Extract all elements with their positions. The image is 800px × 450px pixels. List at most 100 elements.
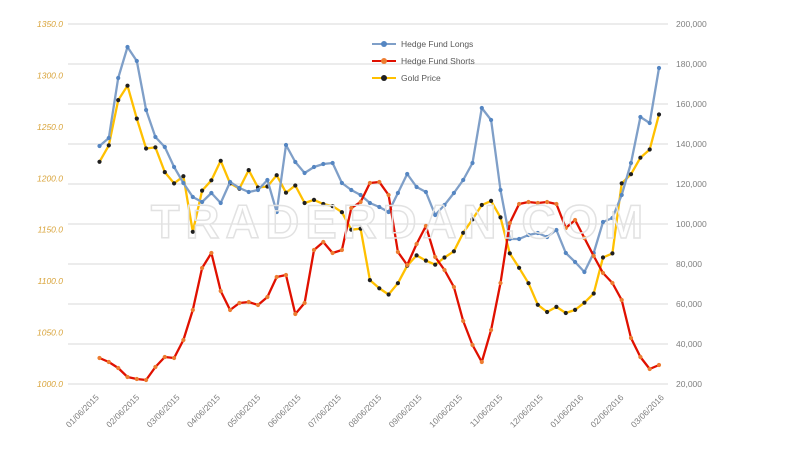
left-axis-tick-label: 1150.0	[38, 225, 64, 235]
data-point-marker	[647, 366, 652, 372]
series-line-gold-price	[98, 84, 661, 315]
data-point-marker	[172, 355, 177, 361]
x-axis-tick-label: 11/06/2015	[468, 392, 505, 429]
data-point-marker	[656, 362, 662, 368]
data-point-marker	[330, 160, 335, 166]
data-point-marker	[293, 311, 298, 317]
data-point-marker	[451, 284, 456, 290]
legend-label: Hedge Fund Longs	[401, 39, 474, 49]
data-point-marker	[339, 210, 344, 215]
data-point-marker	[106, 359, 111, 365]
data-point-marker	[106, 135, 111, 141]
data-point-marker	[246, 299, 251, 305]
data-point-marker	[507, 220, 512, 226]
data-point-marker	[377, 204, 382, 210]
data-point-marker	[479, 105, 484, 111]
data-point-marker	[526, 199, 531, 205]
data-point-marker	[162, 354, 167, 360]
data-point-marker	[349, 205, 354, 211]
data-point-marker	[153, 134, 158, 140]
left-axis-tick-label: 1200.0	[37, 173, 63, 183]
data-point-marker	[144, 146, 149, 151]
data-point-marker	[302, 170, 307, 176]
data-point-marker	[209, 250, 214, 256]
data-point-marker	[237, 300, 242, 306]
x-axis-tick-label: 03/06/2015	[144, 392, 181, 429]
data-point-marker	[638, 155, 643, 160]
data-point-marker	[293, 183, 298, 188]
series-line-hedge-fund-shorts	[98, 180, 661, 382]
x-axis-tick-label: 02/06/2015	[104, 392, 141, 429]
data-point-marker	[498, 215, 503, 220]
data-point-marker	[246, 189, 251, 195]
data-point-marker	[563, 310, 568, 316]
data-point-marker	[162, 144, 167, 150]
data-point-marker	[461, 177, 466, 183]
data-point-marker	[619, 192, 624, 198]
data-point-marker	[423, 223, 428, 229]
left-axis-tick-label: 1100.0	[38, 276, 64, 286]
data-point-marker	[255, 187, 261, 193]
data-point-marker	[106, 143, 111, 148]
data-point-marker	[200, 188, 205, 193]
data-point-marker	[125, 44, 130, 50]
data-point-marker	[125, 374, 130, 380]
data-point-marker	[386, 292, 391, 297]
left-axis-tick-label: 1050.0	[37, 328, 63, 338]
x-axis-tick-label: 03/06/2016	[629, 392, 666, 429]
data-point-marker	[423, 258, 428, 263]
legend-line-marker-icon	[372, 72, 396, 84]
data-point-marker	[218, 158, 223, 163]
data-point-marker	[591, 253, 596, 259]
data-point-marker	[97, 159, 102, 164]
data-point-marker	[638, 354, 643, 360]
left-axis-tick-label: 1300.0	[37, 70, 63, 80]
data-point-marker	[367, 180, 372, 186]
data-point-marker	[386, 209, 391, 215]
data-point-marker	[190, 229, 195, 234]
data-point-marker	[619, 297, 624, 303]
x-axis-ticks: 01/06/2015 02/06/2015 03/06/2015 04/06/2015…	[64, 392, 666, 429]
right-axis-tick-label: 120,000	[676, 179, 707, 189]
data-point-marker	[423, 189, 428, 195]
data-point-marker	[582, 300, 587, 305]
data-point-marker	[274, 274, 279, 280]
data-point-marker	[573, 259, 578, 265]
data-point-marker	[507, 236, 512, 242]
data-point-marker	[433, 254, 438, 260]
data-point-marker	[283, 142, 289, 148]
x-axis-tick-label: 08/06/2015	[346, 392, 383, 429]
data-point-marker	[498, 187, 503, 193]
x-axis-tick-label: 02/06/2016	[588, 392, 625, 429]
data-point-marker	[144, 107, 149, 113]
data-point-marker	[339, 247, 344, 253]
data-point-marker	[656, 65, 662, 71]
data-point-marker	[628, 335, 634, 341]
series-markers-hedge-fund-shorts	[97, 179, 662, 383]
data-point-marker	[302, 300, 307, 306]
data-point-marker	[451, 249, 456, 254]
data-point-marker	[181, 180, 186, 186]
right-axis-ticks: 200,000 180,000 160,000 140,000 120,000 100,0…	[676, 19, 707, 389]
data-point-marker	[619, 181, 624, 186]
data-point-marker	[321, 201, 326, 207]
data-point-marker	[517, 201, 522, 207]
left-axis-tick-label: 1000.0	[37, 379, 63, 389]
data-point-marker	[134, 116, 139, 121]
left-axis-tick-label: 1250.0	[37, 122, 63, 132]
data-point-marker	[162, 170, 167, 175]
data-point-marker	[283, 272, 289, 278]
data-point-marker	[228, 179, 233, 185]
gridlines	[68, 23, 668, 385]
data-point-marker	[349, 227, 354, 232]
data-point-marker	[172, 181, 177, 186]
data-point-marker	[218, 200, 223, 206]
data-point-marker	[517, 265, 522, 270]
data-point-marker	[582, 269, 587, 275]
data-point-marker	[190, 307, 195, 313]
x-axis-tick-label: 04/06/2015	[185, 392, 222, 429]
data-point-marker	[554, 227, 559, 233]
data-point-marker	[116, 75, 121, 81]
data-point-marker	[228, 307, 233, 313]
left-axis-tick-label: 1350.0	[37, 19, 63, 29]
